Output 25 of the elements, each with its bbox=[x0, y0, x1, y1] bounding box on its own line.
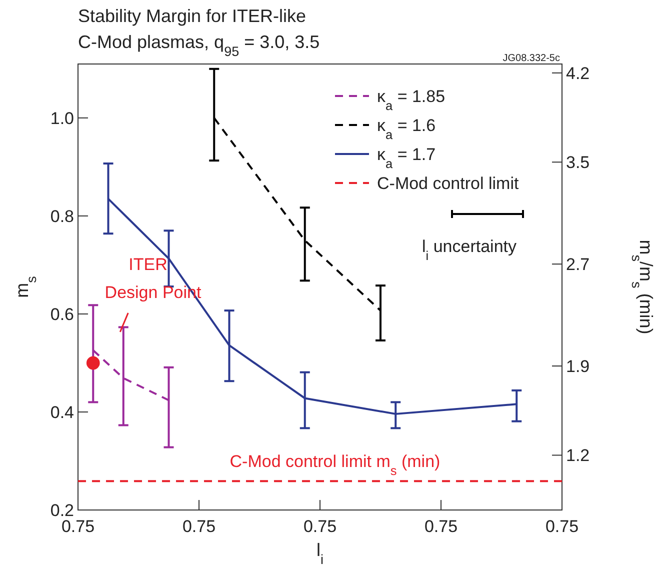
annotation: JG08.332-5c bbox=[502, 53, 560, 64]
y2-tick-label: 1.2 bbox=[566, 446, 590, 466]
y2-tick-label: 2.7 bbox=[566, 255, 590, 274]
x-tick-label: 0.75 bbox=[61, 517, 95, 536]
y2-tick-label: 4.2 bbox=[566, 64, 590, 83]
legend-label: κ$_{a}$ = 1.85 bbox=[377, 87, 446, 112]
chart-subtitle: C-Mod plasmas, q$_{95}$ = 3.0, 3.5 bbox=[78, 32, 320, 58]
y-tick-label: 0.2 bbox=[50, 501, 74, 520]
x-tick-label: 0.75 bbox=[182, 517, 216, 536]
chart-title: Stability Margin for ITER-like bbox=[78, 6, 306, 26]
x-tick-label: 0.75 bbox=[424, 517, 458, 536]
legend-label: κ$_{a}$ = 1.6 bbox=[377, 116, 436, 142]
y2-tick-label: 1.9 bbox=[566, 357, 590, 376]
y2-tick-label: 3.5 bbox=[566, 153, 590, 172]
annotation: l$_{i}$ uncertainty bbox=[422, 237, 518, 262]
y-tick-label: 0.4 bbox=[50, 402, 74, 422]
x-tick-label: 0.75 bbox=[303, 517, 337, 536]
legend-label: C-Mod control limit bbox=[377, 174, 519, 193]
legend-label: κ$_{a}$ = 1.7 bbox=[377, 145, 436, 170]
y-tick-label: 0.8 bbox=[50, 206, 74, 226]
x-axis-title: l$_{i}$ bbox=[316, 540, 324, 566]
x-tick-label: 0.75 bbox=[545, 517, 579, 536]
y-tick-label: 1.0 bbox=[50, 108, 74, 128]
y-tick-label: 0.6 bbox=[50, 304, 74, 324]
annotation: C-Mod control limit m$_{s}$ (min) bbox=[230, 452, 440, 478]
